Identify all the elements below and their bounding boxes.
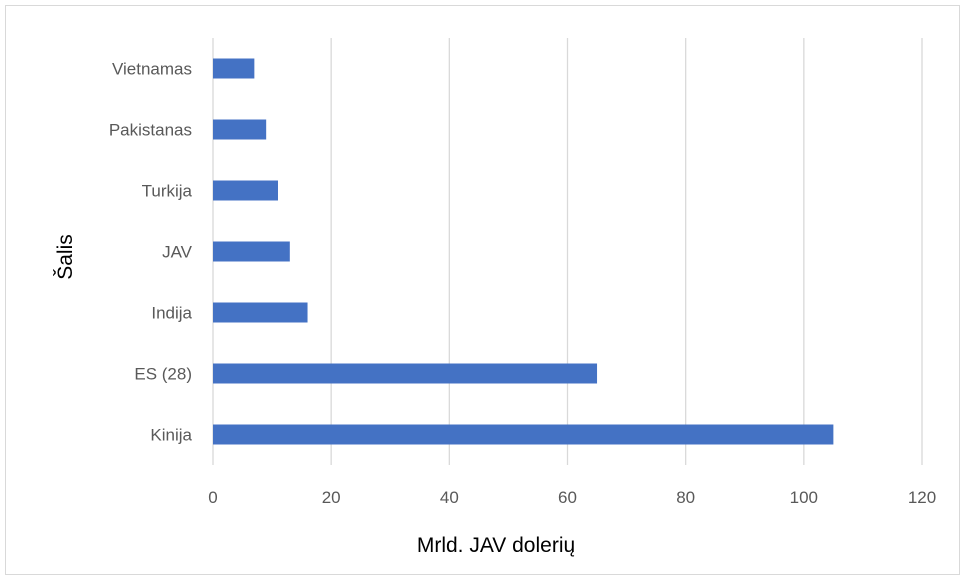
chart-frame — [5, 5, 960, 575]
x-tick-labels: 0 20 40 60 80 100 120 — [208, 488, 936, 507]
y-tick-label: JAV — [162, 243, 193, 262]
gridlines — [212, 38, 923, 465]
y-tick-label: ES (28) — [134, 365, 192, 384]
x-tick-label: 80 — [676, 488, 695, 507]
x-axis-title: Mrld. JAV dolerių — [417, 534, 575, 557]
x-tick-label: 120 — [908, 488, 936, 507]
y-tick-label: Turkija — [142, 182, 193, 201]
y-tick-label: Kinija — [150, 426, 192, 445]
bars — [213, 58, 834, 445]
x-tick-label: 20 — [322, 488, 341, 507]
y-tick-label: Vietnamas — [112, 60, 192, 79]
bar-vietnamas — [213, 58, 255, 79]
bar-es-28 — [213, 363, 598, 384]
x-tick-label: 100 — [790, 488, 818, 507]
x-tick-label: 40 — [440, 488, 459, 507]
x-tick-label: 60 — [558, 488, 577, 507]
bar-jav — [213, 241, 290, 262]
bar-pakistanas — [213, 119, 267, 140]
y-axis-title: Šalis — [54, 234, 77, 280]
bar-indija — [213, 302, 308, 323]
y-tick-labels: Kinija ES (28) Indija JAV Turkija Pakistanas V… — [109, 60, 193, 445]
bar-kinija — [213, 424, 834, 445]
bar-turkija — [213, 180, 278, 201]
x-tick-label: 0 — [208, 488, 217, 507]
y-tick-label: Pakistanas — [109, 121, 192, 140]
y-tick-label: Indija — [151, 304, 192, 323]
